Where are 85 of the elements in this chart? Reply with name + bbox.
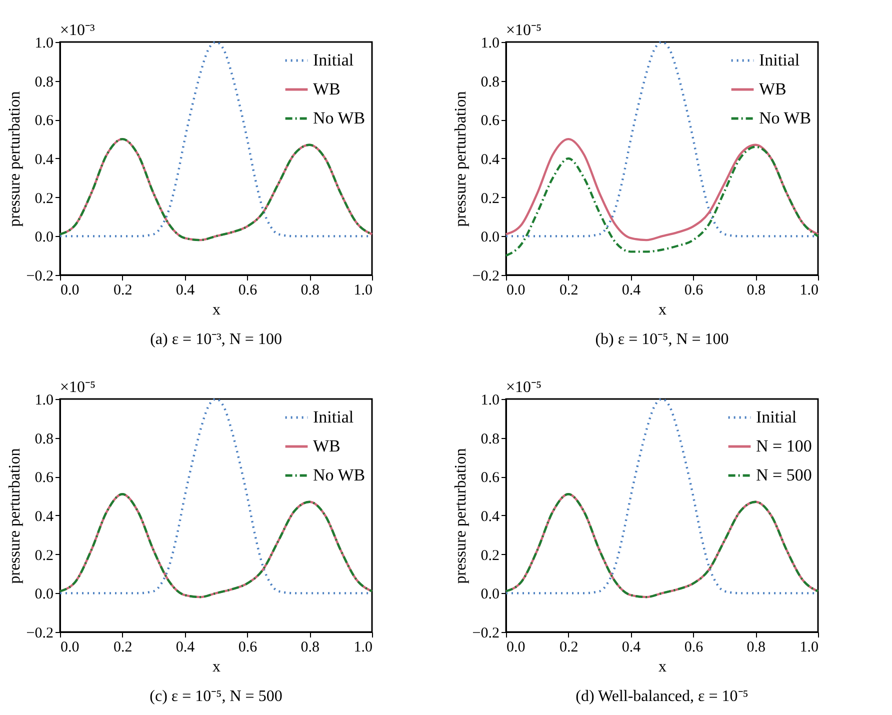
- legend-label: Initial: [756, 408, 797, 426]
- text: ×10⁻⁵: [60, 379, 96, 396]
- y-tick-label: 1.0: [34, 392, 54, 408]
- x-tick-label: 0.8: [746, 282, 766, 298]
- x-tick-label: 1.0: [354, 640, 372, 656]
- y-tick-label: 0.6: [480, 470, 500, 486]
- x-tick-label: 0.0: [506, 640, 526, 656]
- y-tick-label: 0.0: [480, 586, 500, 603]
- y-tick-label: 0.8: [480, 431, 500, 448]
- text: ×10⁻⁵: [506, 379, 542, 396]
- legend-label: WB: [759, 80, 786, 98]
- x-tick-label: 0.4: [176, 640, 196, 656]
- y-tick-label: 0.6: [34, 470, 54, 486]
- y-tick-label: 0.0: [480, 230, 500, 246]
- x-tick-label: 0.8: [300, 640, 320, 656]
- x-tick-label: 0.0: [506, 282, 526, 298]
- y-tick-label: 1.0: [480, 392, 500, 408]
- x-tick-label: 0.2: [114, 282, 132, 298]
- x-axis-title: x: [212, 658, 220, 676]
- text: (d) Well-balanced, ε = 10⁻⁵: [576, 688, 748, 705]
- y-tick-label: 0.4: [34, 509, 54, 525]
- x-tick-label: 0.2: [560, 640, 578, 656]
- legend-label: WB: [313, 80, 340, 98]
- y-tick-label: 0.6: [480, 113, 500, 130]
- y-tick-label: 0.2: [34, 548, 54, 564]
- x-tick-label: 0.4: [622, 640, 642, 656]
- x-axis-title: x: [658, 658, 666, 676]
- line-series: [504, 146, 820, 257]
- y-axis-title: pressure perturbation: [6, 91, 24, 227]
- legend-label: N = 100: [756, 436, 812, 456]
- y-tick-label: −0.2: [472, 626, 500, 642]
- legend-label: No WB: [313, 466, 366, 484]
- y-tick-label: −0.2: [26, 268, 54, 284]
- x-axis-title: x: [658, 302, 666, 318]
- y-tick-label: 0.8: [480, 74, 500, 90]
- x-tick-label: 0.0: [60, 282, 80, 298]
- x-tick-label: 0.6: [684, 640, 704, 656]
- text: (c) ε = 10⁻⁵, N = 500: [150, 688, 282, 705]
- legend-label: No WB: [313, 108, 366, 128]
- text: (b) ε = 10⁻⁵, N = 100: [595, 331, 729, 348]
- line-series: [504, 138, 820, 242]
- x-tick-label: 0.2: [560, 282, 578, 298]
- y-tick-label: 0.4: [480, 509, 500, 525]
- y-tick-label: 0.4: [480, 152, 500, 168]
- y-tick-label: 1.0: [34, 36, 54, 52]
- line-series: [58, 138, 374, 242]
- y-tick-label: −0.2: [26, 626, 54, 642]
- y-axis-title: pressure perturbation: [6, 448, 24, 584]
- legend-label: Initial: [759, 50, 800, 70]
- y-tick-label: 0.6: [34, 113, 54, 130]
- y-tick-label: 0.4: [34, 152, 54, 168]
- x-tick-label: 0.4: [622, 282, 642, 298]
- y-axis-title: pressure perturbation: [452, 448, 470, 584]
- y-tick-label: 0.0: [34, 230, 54, 246]
- x-tick-label: 0.8: [300, 282, 320, 298]
- y-tick-label: 0.2: [480, 548, 500, 564]
- x-tick-label: 0.2: [114, 640, 132, 656]
- legend-label: Initial: [313, 408, 354, 426]
- y-axis-title: pressure perturbation: [452, 91, 470, 227]
- x-tick-label: 0.4: [176, 282, 196, 298]
- x-tick-label: 1.0: [800, 282, 818, 298]
- line-series: [58, 493, 374, 598]
- x-tick-label: 1.0: [354, 282, 372, 298]
- y-tick-label: −0.2: [472, 268, 500, 284]
- x-tick-label: 0.8: [746, 640, 766, 656]
- legend-label: WB: [313, 436, 340, 456]
- text: (a) ε = 10⁻³, N = 100: [150, 331, 282, 348]
- x-tick-label: 0.0: [60, 640, 80, 656]
- legend-label: No WB: [759, 108, 812, 128]
- y-tick-label: 0.2: [480, 190, 500, 207]
- y-tick-label: 0.2: [34, 190, 54, 207]
- legend-label: N = 500: [756, 466, 812, 484]
- y-tick-label: 0.8: [34, 431, 54, 448]
- y-tick-label: 0.0: [34, 586, 54, 603]
- line-series: [504, 493, 820, 598]
- x-tick-label: 0.6: [684, 282, 704, 298]
- x-tick-label: 1.0: [800, 640, 818, 656]
- text: ×10⁻⁵: [506, 22, 542, 39]
- x-tick-label: 0.6: [238, 282, 258, 298]
- x-tick-label: 0.6: [238, 640, 258, 656]
- y-tick-label: 0.8: [34, 74, 54, 90]
- y-tick-label: 1.0: [480, 36, 500, 52]
- text: ×10⁻³: [60, 22, 96, 39]
- x-axis-title: x: [212, 302, 220, 318]
- legend-label: Initial: [313, 50, 354, 70]
